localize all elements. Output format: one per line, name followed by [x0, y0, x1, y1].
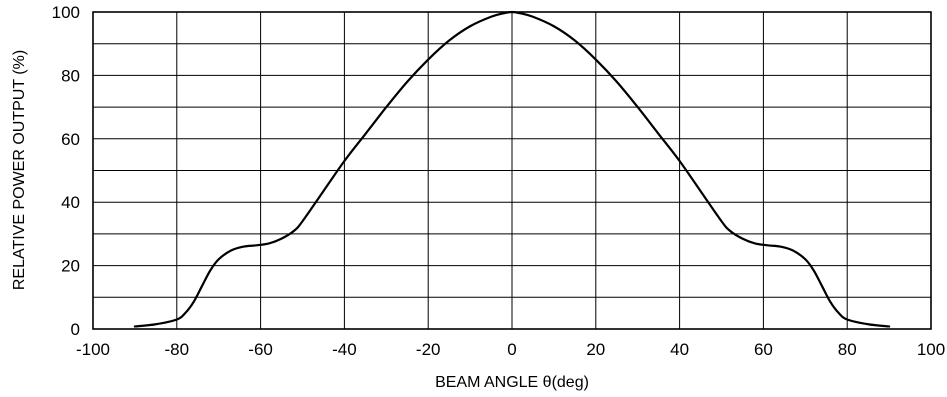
x-tick-label: -80: [165, 340, 190, 359]
y-tick-labels: 0 20 40 60 80 100: [52, 3, 80, 339]
y-tick-label: 100: [52, 3, 80, 22]
x-tick-label: 60: [754, 340, 773, 359]
x-tick-label: -100: [76, 340, 110, 359]
y-tick-label: 80: [61, 66, 80, 85]
x-tick-label: 40: [670, 340, 689, 359]
y-tick-label: 20: [61, 257, 80, 276]
x-tick-label: -40: [332, 340, 357, 359]
y-tick-label: 0: [71, 320, 80, 339]
x-tick-label: 80: [838, 340, 857, 359]
x-tick-label: 20: [586, 340, 605, 359]
x-tick-label: -20: [416, 340, 441, 359]
power-curve: [133, 10, 891, 328]
y-tick-label: 60: [61, 130, 80, 149]
y-axis-title: RELATIVE POWER OUTPUT (%): [11, 50, 28, 290]
grid: [93, 12, 931, 329]
x-tick-labels: -100 -80 -60 -40 -20 0 20 40 60 80 100: [76, 340, 945, 359]
x-tick-label: -60: [248, 340, 273, 359]
x-tick-label: 100: [917, 340, 945, 359]
x-axis-title: BEAM ANGLE θ(deg): [435, 374, 589, 391]
x-tick-label: 0: [507, 340, 516, 359]
y-tick-label: 40: [61, 193, 80, 212]
